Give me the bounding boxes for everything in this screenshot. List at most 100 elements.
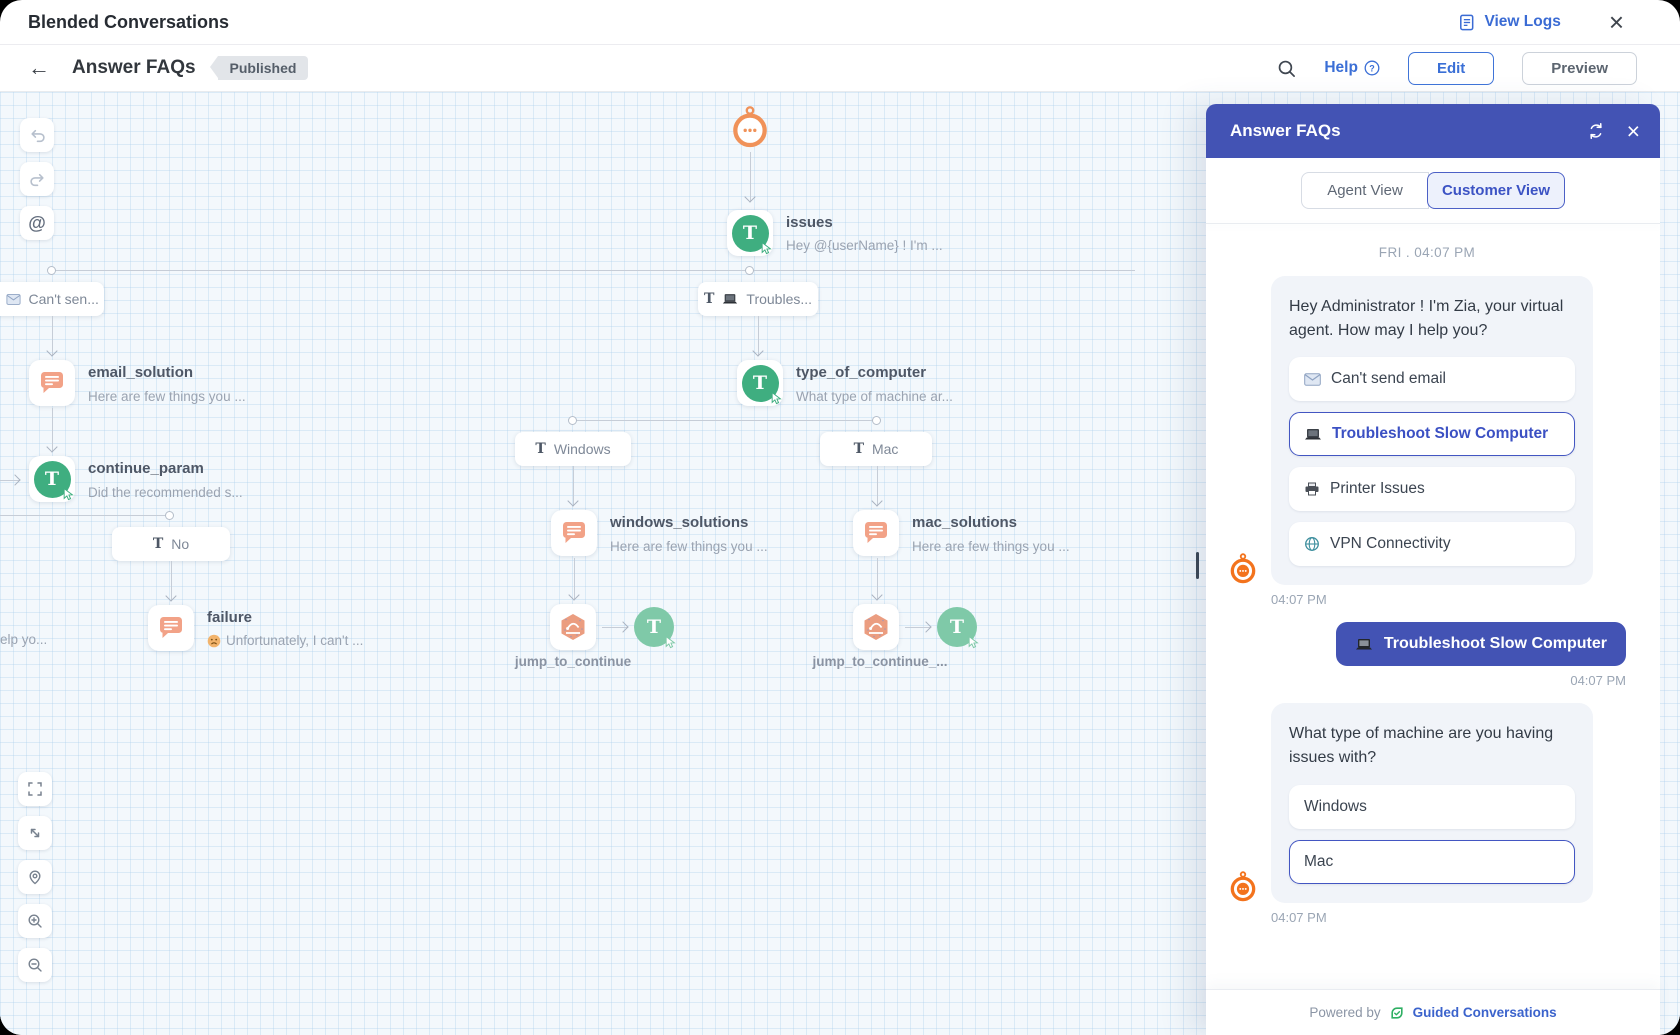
node-subtitle: Here are few things you ... [610, 539, 768, 554]
logs-document-icon [1457, 13, 1476, 32]
fit-view-button[interactable] [18, 816, 52, 850]
panel-close-icon[interactable]: × [1626, 117, 1640, 144]
arrowhead [9, 473, 21, 486]
zoom-in-button[interactable] [18, 904, 52, 938]
node-jump-mac[interactable] [853, 604, 899, 650]
user-message-text: Troubleshoot Slow Computer [1383, 635, 1607, 653]
printer-icon [1305, 482, 1319, 496]
mention-button[interactable]: @ [20, 206, 54, 240]
chat-option-cant-send-email[interactable]: Can't send email [1289, 357, 1575, 402]
node-jump-target[interactable]: T [634, 607, 676, 649]
title-bar: Blended Conversations View Logs × [0, 0, 1680, 45]
text-type-glyph: T [703, 291, 715, 307]
bot-bubble: What type of machine are you having issu… [1271, 703, 1593, 903]
panel-resize-handle[interactable] [1196, 552, 1199, 579]
arrowhead [45, 441, 58, 453]
svg-text:?: ? [1369, 63, 1375, 73]
edit-button[interactable]: Edit [1407, 51, 1495, 85]
fullscreen-button[interactable] [18, 772, 52, 806]
tab-customer-view[interactable]: Customer View [1427, 172, 1565, 209]
node-email-solution[interactable] [29, 360, 75, 406]
node-jump-windows[interactable] [550, 604, 596, 650]
connector-line [51, 408, 53, 452]
chat-option-troubleshoot[interactable]: Troubleshoot Slow Computer [1289, 412, 1575, 457]
date-header: FRI . 04:07 PM [1378, 245, 1476, 260]
option-node-troubleshoot[interactable]: T Troubles... [698, 282, 818, 316]
option-node-no[interactable]: T No [112, 527, 230, 561]
node-label: continue_param [88, 460, 204, 477]
node-windows-solutions[interactable] [551, 510, 597, 556]
flow-toolbar: ← Answer FAQs Published Help ? Edit Prev… [0, 45, 1680, 92]
option-label: Can't sen... [28, 291, 99, 307]
arrowhead [45, 345, 58, 357]
node-label: jump_to_continue [514, 654, 632, 669]
click-hand-icon [771, 391, 782, 404]
node-subtitle: Did the recommended s... [88, 485, 243, 500]
option-label: Windows [553, 441, 611, 457]
chat-transcript: FRI . 04:07 PM Hey Administrator ! I'm Z… [1206, 225, 1660, 989]
option-label: Can't send email [1331, 370, 1446, 388]
laptop-icon [722, 293, 738, 305]
search-icon[interactable] [1277, 59, 1296, 78]
option-node-mac[interactable]: T Mac [820, 432, 932, 466]
connector-dot [745, 265, 754, 275]
node-type-of-computer[interactable]: T [737, 360, 783, 406]
node-jump-target[interactable]: T [937, 607, 979, 649]
tab-agent-view[interactable]: Agent View [1301, 172, 1429, 209]
chat-option-printer[interactable]: Printer Issues [1289, 467, 1575, 512]
bot-message-group: Hey Administrator ! I'm Zia, your virtua… [1228, 276, 1626, 586]
connector-line [757, 316, 759, 356]
email-icon [5, 293, 21, 305]
node-subtitle: Here are few things you ... [912, 539, 1070, 554]
undo-button[interactable] [20, 118, 54, 152]
view-logs-button[interactable]: View Logs [1457, 13, 1561, 32]
jump-node-icon [561, 614, 585, 640]
refresh-icon[interactable] [1587, 122, 1605, 140]
flow-title: Answer FAQs [72, 57, 196, 78]
node-subtitle: Unfortunately, I can't ... [207, 633, 363, 648]
connector-line [876, 466, 878, 506]
panel-header: Answer FAQs × [1206, 104, 1660, 158]
at-icon: @ [28, 212, 46, 233]
back-arrow-icon[interactable]: ← [28, 55, 50, 80]
node-continue-param[interactable]: T [29, 456, 75, 502]
status-badge: Published [209, 56, 309, 80]
node-subtitle-text: Unfortunately, I can't ... [226, 633, 364, 648]
option-label: Troubleshoot Slow Computer [1332, 425, 1549, 443]
start-bot-node[interactable] [730, 104, 770, 155]
preview-button[interactable]: Preview [1522, 51, 1637, 85]
bot-avatar-icon [1230, 553, 1256, 584]
timestamp: 04:07 PM [1570, 673, 1626, 689]
chat-option-windows[interactable]: Windows [1289, 784, 1575, 829]
click-hand-icon [665, 636, 676, 649]
redo-button[interactable] [20, 162, 54, 196]
connector-line [52, 270, 1135, 271]
guided-conversations-link[interactable]: Guided Conversations [1412, 1005, 1557, 1020]
guided-conversations-icon [1391, 1006, 1403, 1019]
zoom-in-icon [28, 914, 42, 928]
node-issues[interactable]: T [727, 210, 773, 256]
question-node-icon: T [741, 364, 782, 404]
location-pin-icon [29, 870, 41, 885]
option-label: Troubles... [746, 291, 813, 307]
timestamp: 04:07 PM [1271, 592, 1327, 608]
view-tabs: Agent View Customer View [1206, 172, 1660, 209]
chat-option-vpn[interactable]: VPN Connectivity [1289, 522, 1575, 567]
connector-line [51, 316, 53, 356]
option-node-windows[interactable]: T Windows [515, 432, 631, 466]
chat-option-mac[interactable]: Mac [1289, 839, 1575, 884]
arrowhead [567, 589, 580, 601]
window-close-icon[interactable]: × [1608, 7, 1624, 37]
bot-message-group: What type of machine are you having issu… [1228, 703, 1626, 903]
node-mac-solutions[interactable] [853, 510, 899, 556]
question-node-icon: T [33, 460, 74, 500]
message-node-icon [160, 617, 182, 638]
locate-button[interactable] [18, 860, 52, 894]
node-subtitle: What type of machine ar... [796, 389, 953, 404]
connector-line [0, 479, 20, 481]
option-node-cant-send[interactable]: T Can't sen... [0, 282, 104, 316]
node-failure[interactable] [148, 605, 194, 651]
connector-dot [47, 265, 56, 275]
zoom-out-button[interactable] [18, 948, 52, 982]
help-link[interactable]: Help ? [1324, 59, 1380, 77]
